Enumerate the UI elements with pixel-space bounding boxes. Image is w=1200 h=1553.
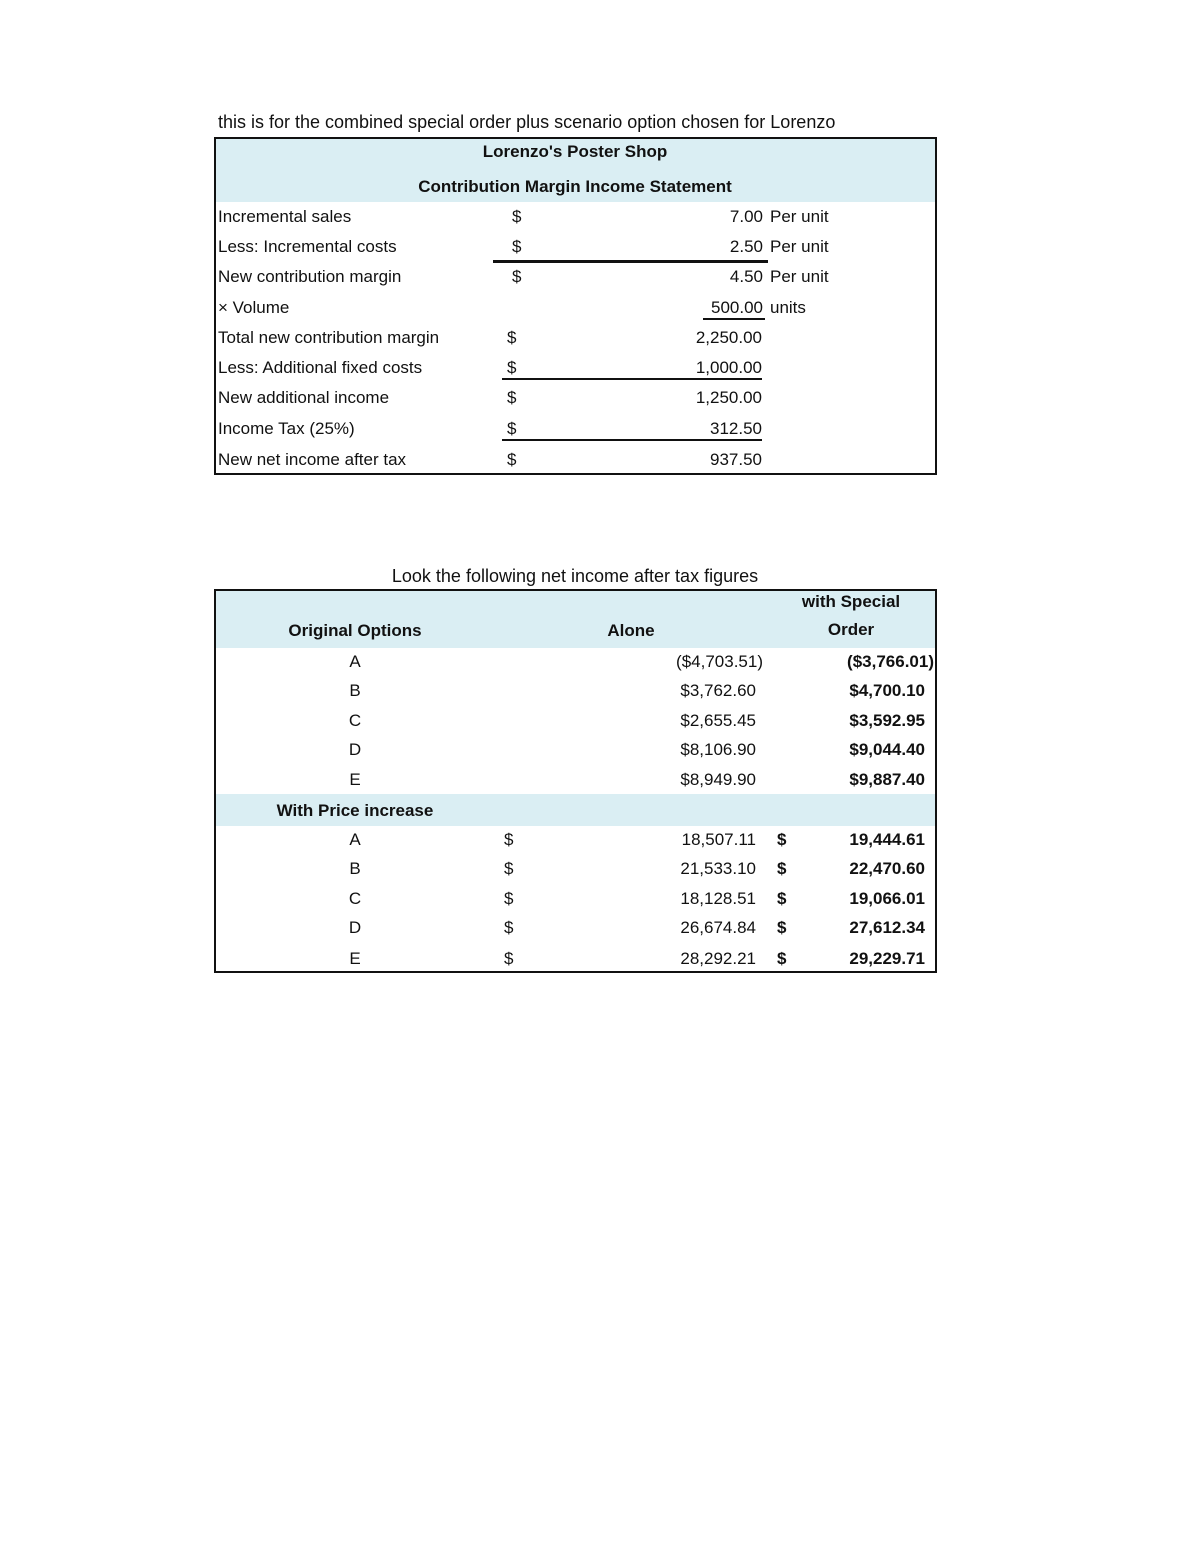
row-currency: $ bbox=[507, 388, 517, 407]
special-value: ($3,766.01) bbox=[847, 652, 934, 671]
alone-value: $3,762.60 bbox=[680, 681, 756, 700]
alone-currency: $ bbox=[504, 830, 514, 849]
option-label: B bbox=[349, 681, 361, 700]
option-label: A bbox=[349, 652, 361, 671]
row-label: Income Tax (25%) bbox=[218, 419, 355, 438]
row-currency: $ bbox=[507, 419, 517, 438]
alone-value: ($4,703.51) bbox=[676, 652, 763, 671]
alone-currency: $ bbox=[504, 859, 514, 878]
option-label: B bbox=[349, 859, 361, 878]
row-currency: $ bbox=[512, 237, 522, 256]
row-label: Total new contribution margin bbox=[218, 328, 440, 347]
special-value: $3,592.95 bbox=[849, 711, 925, 730]
underline-tax bbox=[502, 439, 762, 441]
statement-table bbox=[214, 137, 937, 475]
alone-value: 28,292.21 bbox=[680, 949, 756, 968]
section-fill bbox=[214, 794, 936, 826]
alone-currency: $ bbox=[504, 889, 514, 908]
special-currency: $ bbox=[777, 949, 787, 968]
row-label: New contribution margin bbox=[218, 267, 402, 286]
alone-value: 21,533.10 bbox=[680, 859, 756, 878]
underline-fixed-costs bbox=[502, 378, 762, 380]
option-label: D bbox=[348, 740, 362, 759]
row-amount: 312.50 bbox=[710, 419, 762, 438]
option-label: E bbox=[349, 770, 361, 789]
row-label: Incremental sales bbox=[218, 207, 352, 226]
special-value: 27,612.34 bbox=[849, 918, 925, 937]
header-special-1: with Special bbox=[801, 592, 901, 611]
option-label: C bbox=[348, 889, 362, 908]
special-currency: $ bbox=[777, 830, 787, 849]
row-unit: Per unit bbox=[770, 267, 829, 286]
row-amount: 2.50 bbox=[729, 237, 763, 256]
alone-value: $8,106.90 bbox=[680, 740, 756, 759]
special-value: 19,066.01 bbox=[849, 889, 925, 908]
option-label: A bbox=[349, 830, 361, 849]
row-label: New additional income bbox=[218, 388, 390, 407]
row-amount: 4.50 bbox=[729, 267, 763, 286]
header-special-2: Order bbox=[827, 620, 875, 639]
row-label: Less: Additional fixed costs bbox=[218, 358, 423, 377]
row-currency: $ bbox=[512, 207, 522, 226]
alone-value: $8,949.90 bbox=[680, 770, 756, 789]
statement-header-fill bbox=[214, 137, 936, 202]
row-label: Less: Incremental costs bbox=[218, 237, 397, 256]
special-value: 22,470.60 bbox=[849, 859, 925, 878]
header-alone: Alone bbox=[607, 621, 655, 640]
alone-value: 18,507.11 bbox=[681, 830, 756, 849]
comparison-header-fill bbox=[214, 590, 936, 648]
underline-volume bbox=[703, 318, 765, 320]
comparison-title: Look the following net income after tax … bbox=[391, 566, 759, 586]
underline-costs bbox=[493, 260, 768, 263]
special-currency: $ bbox=[777, 918, 787, 937]
row-amount: 2,250.00 bbox=[695, 328, 762, 347]
row-label: New net income after tax bbox=[218, 450, 407, 469]
row-unit: Per unit bbox=[770, 207, 829, 226]
alone-currency: $ bbox=[504, 918, 514, 937]
row-amount: 1,000.00 bbox=[695, 358, 762, 377]
row-amount: 7.00 bbox=[729, 207, 763, 226]
special-value: 29,229.71 bbox=[849, 949, 925, 968]
statement-subtitle: Contribution Margin Income Statement bbox=[418, 177, 732, 196]
option-label: D bbox=[348, 918, 362, 937]
row-amount: 937.50 bbox=[710, 450, 762, 469]
row-amount: 500.00 bbox=[711, 298, 763, 317]
option-label: E bbox=[349, 949, 361, 968]
alone-value: 26,674.84 bbox=[680, 918, 756, 937]
row-currency: $ bbox=[507, 328, 517, 347]
row-currency: $ bbox=[507, 358, 517, 377]
special-value: 19,444.61 bbox=[849, 830, 925, 849]
comparison-table bbox=[214, 589, 937, 973]
special-value: $9,887.40 bbox=[849, 770, 925, 789]
option-label: C bbox=[348, 711, 362, 730]
row-unit: Per unit bbox=[770, 237, 829, 256]
special-value: $4,700.10 bbox=[849, 681, 925, 700]
row-label: × Volume bbox=[218, 298, 290, 317]
special-currency: $ bbox=[777, 889, 787, 908]
row-currency: $ bbox=[512, 267, 522, 286]
header-options: Original Options bbox=[288, 621, 422, 640]
row-amount: 1,250.00 bbox=[695, 388, 762, 407]
statement-title: Lorenzo's Poster Shop bbox=[482, 142, 668, 161]
note-text: this is for the combined special order p… bbox=[218, 112, 836, 132]
alone-currency: $ bbox=[504, 949, 514, 968]
special-value: $9,044.40 bbox=[849, 740, 925, 759]
section-label: With Price increase bbox=[276, 801, 434, 820]
row-unit: units bbox=[770, 298, 806, 317]
alone-value: $2,655.45 bbox=[680, 711, 756, 730]
row-currency: $ bbox=[507, 450, 517, 469]
alone-value: 18,128.51 bbox=[680, 889, 756, 908]
special-currency: $ bbox=[777, 859, 787, 878]
